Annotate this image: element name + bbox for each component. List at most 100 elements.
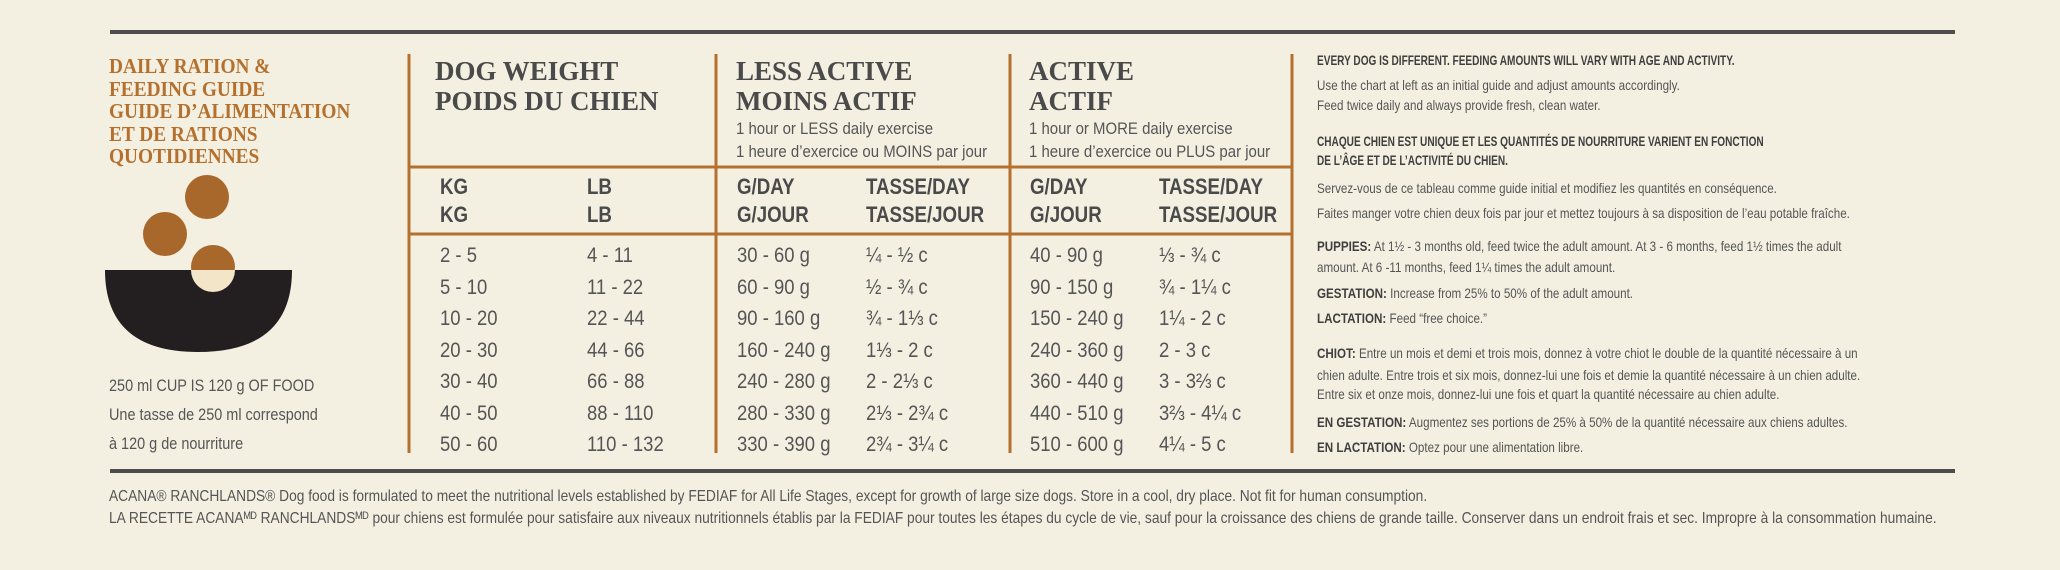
group-title: POIDS DU CHIEN [435,86,659,116]
note-line: Use the chart at left as an initial guid… [1317,77,1680,93]
note-line: PUPPIES: At 1½ - 3 months old, feed twic… [1317,238,1841,254]
column-header: G/DAY [737,174,795,199]
column-header: LB [587,202,612,227]
cup-note: 250 ml CUP IS 120 g OF FOOD [109,376,315,395]
table-cell: 150 - 240 g [1030,307,1124,330]
bowl-icon [105,175,292,352]
column-header: G/DAY [1030,174,1088,199]
table-cell: 10 - 20 [440,307,498,330]
note-line: LACTATION: Feed “free choice.” [1317,310,1487,326]
table-cell: 3 - 3⅔ c [1159,370,1226,393]
note-text: Feed twice daily and always provide fres… [1317,97,1601,113]
table-cell: 22 - 44 [587,307,645,330]
footer-line: ACANA® RANCHLANDS® Dog food is formulate… [109,488,1428,505]
note-lead: EN GESTATION: [1317,414,1407,430]
table-cell: 44 - 66 [587,338,645,362]
table-cell: 360 - 440 g [1030,370,1124,393]
group-title: MOINS ACTIF [736,86,917,116]
note-line: CHIOT: Entre un mois et demi et trois mo… [1317,345,1858,361]
note-text: Faites manger votre chien deux fois par … [1317,205,1850,221]
group-title: LESS ACTIVE [736,56,913,86]
table-cell: 30 - 40 [440,370,498,393]
group-subtitle: 1 hour or LESS daily exercise [736,119,934,138]
note-text: At 1½ - 3 months old, feed twice the adu… [1373,238,1842,254]
note-lead: EN LACTATION: [1317,439,1406,455]
table-cell: 30 - 60 g [737,244,810,267]
group-title: DOG WEIGHT [435,56,619,86]
table-cell: 160 - 240 g [737,338,831,362]
footer-line: LA RECETTE ACANAᴹᴰ RANCHLANDSᴹᴰ pour chi… [109,510,1937,527]
note-line: EVERY DOG IS DIFFERENT. FEEDING AMOUNTS … [1317,52,1735,68]
column-header: TASSE/JOUR [866,202,985,227]
bowl [105,270,292,352]
note-text: Entre six et onze mois, donnez-lui une f… [1317,386,1780,402]
table-cell: 510 - 600 g [1030,433,1124,456]
table-cell: 330 - 390 g [737,433,831,456]
note-line: Entre six et onze mois, donnez-lui une f… [1317,386,1780,402]
column-header: KG [440,174,469,199]
note-lead: GESTATION: [1317,285,1387,301]
note-text: Augmentez ses portions de 25% à 50% de l… [1408,414,1848,430]
table-cell: 1⅓ - 2 c [866,338,933,362]
table-cell: 2 - 2⅓ c [866,370,933,393]
table-cell: 2 - 3 c [1159,338,1211,362]
table-cell: 2⅓ - 2¾ c [866,401,949,425]
note-lead: PUPPIES: [1317,238,1372,254]
group-subtitle: 1 hour or MORE daily exercise [1029,119,1233,138]
title-line: FEEDING GUIDE [109,76,266,101]
table-cell: 110 - 132 [587,433,664,456]
note-line: amount. At 6 -11 months, feed 1¼ times t… [1317,259,1615,275]
table-cell: ¼ - ½ c [866,244,928,267]
column-header: G/JOUR [1030,202,1102,227]
table-cell: 1¼ - 2 c [1159,307,1226,330]
note-line: EN LACTATION: Optez pour une alimentatio… [1317,439,1583,455]
column-header: TASSE/DAY [866,174,970,199]
title-line: ET DE RATIONS [109,121,258,146]
note-line: GESTATION: Increase from 25% to 50% of t… [1317,285,1633,301]
note-text: chien adulte. Entre trois et six mois, d… [1317,367,1861,383]
table-cell: 90 - 160 g [737,307,821,330]
table-cell: 240 - 360 g [1030,338,1124,362]
note-text: Entre un mois et demi et trois mois, don… [1358,345,1858,361]
table-cell: 2¾ - 3¼ c [866,433,949,456]
note-text: Use the chart at left as an initial guid… [1317,77,1680,93]
note-text: Servez-vous de ce tableau comme guide in… [1317,180,1777,196]
cup-note: Une tasse de 250 ml correspond [109,405,318,424]
table-cell: 5 - 10 [440,275,488,299]
note-lead: DE L’ÂGE ET DE L’ACTIVITÉ DU CHIEN. [1317,152,1508,168]
column-header: G/JOUR [737,202,809,227]
column-header: TASSE/JOUR [1159,202,1278,227]
group-subtitle: 1 heure d’exercice ou PLUS par jour [1029,142,1271,161]
note-text: amount. At 6 -11 months, feed 1¼ times t… [1317,259,1616,275]
note-line: DE L’ÂGE ET DE L’ACTIVITÉ DU CHIEN. [1317,152,1508,168]
table-cell: 40 - 90 g [1030,244,1103,267]
title-line: QUOTIDIENNES [109,144,260,168]
group-subtitle: 1 heure d’exercice ou MOINS par jour [736,142,988,161]
note-line: Feed twice daily and always provide fres… [1317,97,1601,113]
group-title: ACTIF [1029,86,1114,116]
table-cell: ½ - ¾ c [866,275,928,299]
column-header: TASSE/DAY [1159,174,1263,199]
note-line: CHAQUE CHIEN EST UNIQUE ET LES QUANTITÉS… [1317,133,1764,149]
kibble-highlight [191,270,235,292]
note-lead: CHAQUE CHIEN EST UNIQUE ET LES QUANTITÉS… [1317,133,1764,149]
note-lead: EVERY DOG IS DIFFERENT. FEEDING AMOUNTS … [1317,52,1735,68]
table-cell: 90 - 150 g [1030,275,1114,299]
table-cell: ⅓ - ¾ c [1159,244,1221,267]
table-cell: 280 - 330 g [737,401,831,425]
note-line: Faites manger votre chien deux fois par … [1317,205,1850,221]
table-lines [407,54,1294,453]
table-cell: 20 - 30 [440,338,498,362]
table-cell: 50 - 60 [440,433,498,456]
table-cell: 88 - 110 [587,401,654,425]
note-lead: CHIOT: [1317,345,1356,361]
note-line: Servez-vous de ce tableau comme guide in… [1317,180,1777,196]
note-line: EN GESTATION: Augmentez ses portions de … [1317,414,1848,430]
group-title: ACTIVE [1029,56,1135,86]
column-header: KG [440,202,469,227]
note-line: chien adulte. Entre trois et six mois, d… [1317,367,1860,383]
table-cell: 40 - 50 [440,401,498,425]
table-cell: 11 - 22 [587,275,644,299]
